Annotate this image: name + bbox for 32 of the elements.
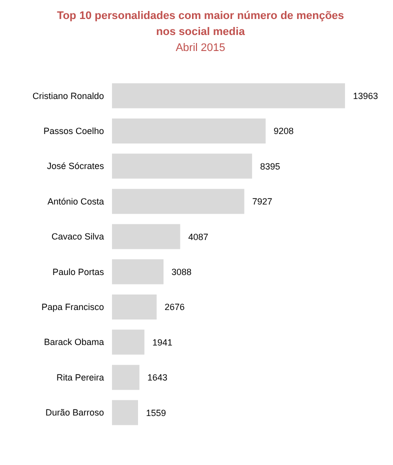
data-label: 2676	[164, 302, 185, 312]
y-tick-label: Barack Obama	[44, 337, 104, 348]
y-tick-label: Papa Francisco	[41, 302, 104, 312]
data-label: 9208	[274, 126, 294, 136]
y-tick-label: Paulo Portas	[52, 266, 104, 277]
data-label: 1643	[147, 372, 168, 383]
y-tick-label: José Sócrates	[46, 161, 104, 172]
chart-subtitle: Abril 2015	[174, 41, 226, 56]
bar	[112, 188, 244, 214]
y-tick-label: Cristiano Ronaldo	[32, 90, 104, 101]
data-label: 13963	[353, 90, 378, 101]
bar	[112, 259, 164, 284]
bar	[112, 294, 157, 320]
bar	[112, 118, 266, 144]
y-tick-label: Cavaco Silva	[51, 232, 104, 242]
bar	[112, 330, 144, 355]
chart-title: Top 10 personalidades com maior número de menções nos social media	[56, 9, 346, 40]
data-label: 7927	[252, 196, 272, 207]
bar	[112, 364, 140, 390]
y-tick-label: António Costa	[47, 196, 104, 206]
data-label: 3088	[172, 266, 192, 277]
bar	[112, 224, 180, 250]
bar	[112, 83, 345, 108]
data-label: 1559	[146, 408, 166, 418]
data-label: 8395	[260, 161, 280, 172]
data-label: 1941	[152, 337, 172, 348]
bar	[112, 154, 252, 179]
y-tick-label: Passos Coelho	[43, 126, 104, 136]
y-tick-label: Rita Pereira	[56, 372, 104, 382]
bar	[112, 400, 138, 426]
y-tick-label: Durão Barroso	[45, 408, 104, 418]
data-label: 4087	[188, 232, 208, 242]
